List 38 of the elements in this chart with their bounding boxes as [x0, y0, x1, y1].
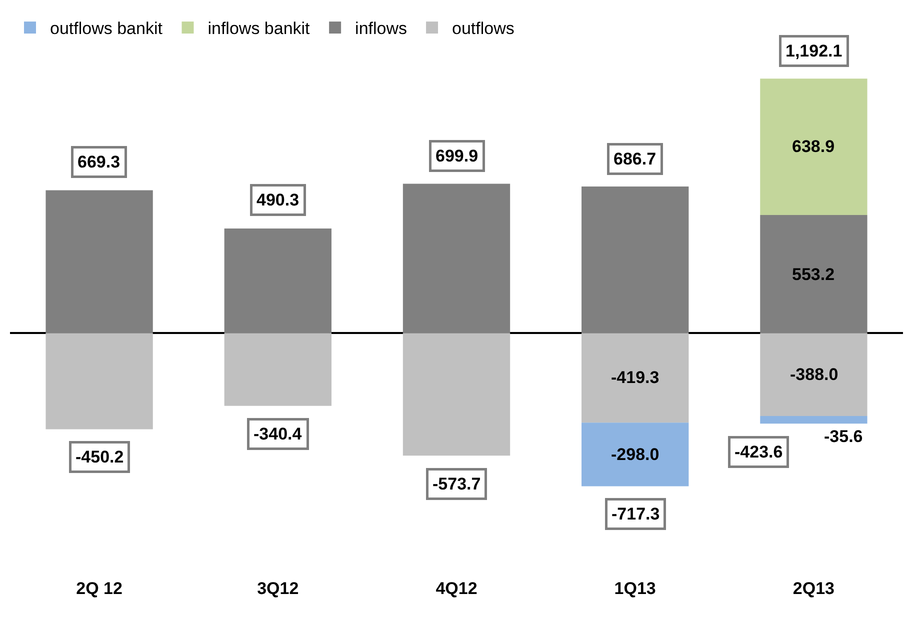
legend-label: inflows bankit	[208, 19, 310, 38]
bar	[582, 186, 689, 334]
data-label: -35.6	[824, 427, 863, 446]
annotation: -450.2	[76, 448, 124, 466]
legend-label: outflows	[452, 19, 514, 38]
annotation: 490.3	[256, 190, 300, 210]
data-label: -388.0	[790, 365, 838, 384]
annotation: 699.9	[436, 146, 478, 166]
data-label: -298.0	[611, 445, 660, 464]
legend-label: inflows	[355, 19, 408, 38]
bar	[760, 215, 868, 334]
bar	[224, 333, 332, 406]
bar	[402, 184, 510, 334]
bar	[582, 422, 689, 486]
annotation: -423.6	[734, 442, 783, 462]
bar	[46, 333, 153, 430]
bar	[224, 228, 332, 334]
x-tick-label: 3Q12	[257, 579, 299, 598]
bar	[760, 78, 868, 216]
x-tick-label: 1Q13	[614, 579, 656, 598]
data-label: 638.9	[792, 137, 835, 156]
x-tick-label: 2Q13	[792, 579, 834, 598]
x-tick-label: 4Q12	[436, 579, 478, 598]
bar	[402, 333, 510, 456]
bar	[582, 333, 689, 423]
x-tick-label: 2Q 12	[76, 579, 122, 598]
annotation: -340.4	[254, 424, 302, 444]
data-label: 553.2	[792, 265, 835, 284]
data-label: -419.3	[611, 368, 660, 387]
annotation: 686.7	[614, 150, 656, 168]
bar	[760, 416, 868, 424]
annotation: 1,192.1	[786, 42, 842, 60]
annotation: -573.7	[432, 474, 481, 494]
annotation: -717.3	[612, 504, 660, 524]
legend-label: outflows bankit	[50, 19, 163, 38]
bar	[46, 190, 153, 334]
bar	[760, 333, 868, 416]
annotation: 669.3	[78, 152, 120, 172]
